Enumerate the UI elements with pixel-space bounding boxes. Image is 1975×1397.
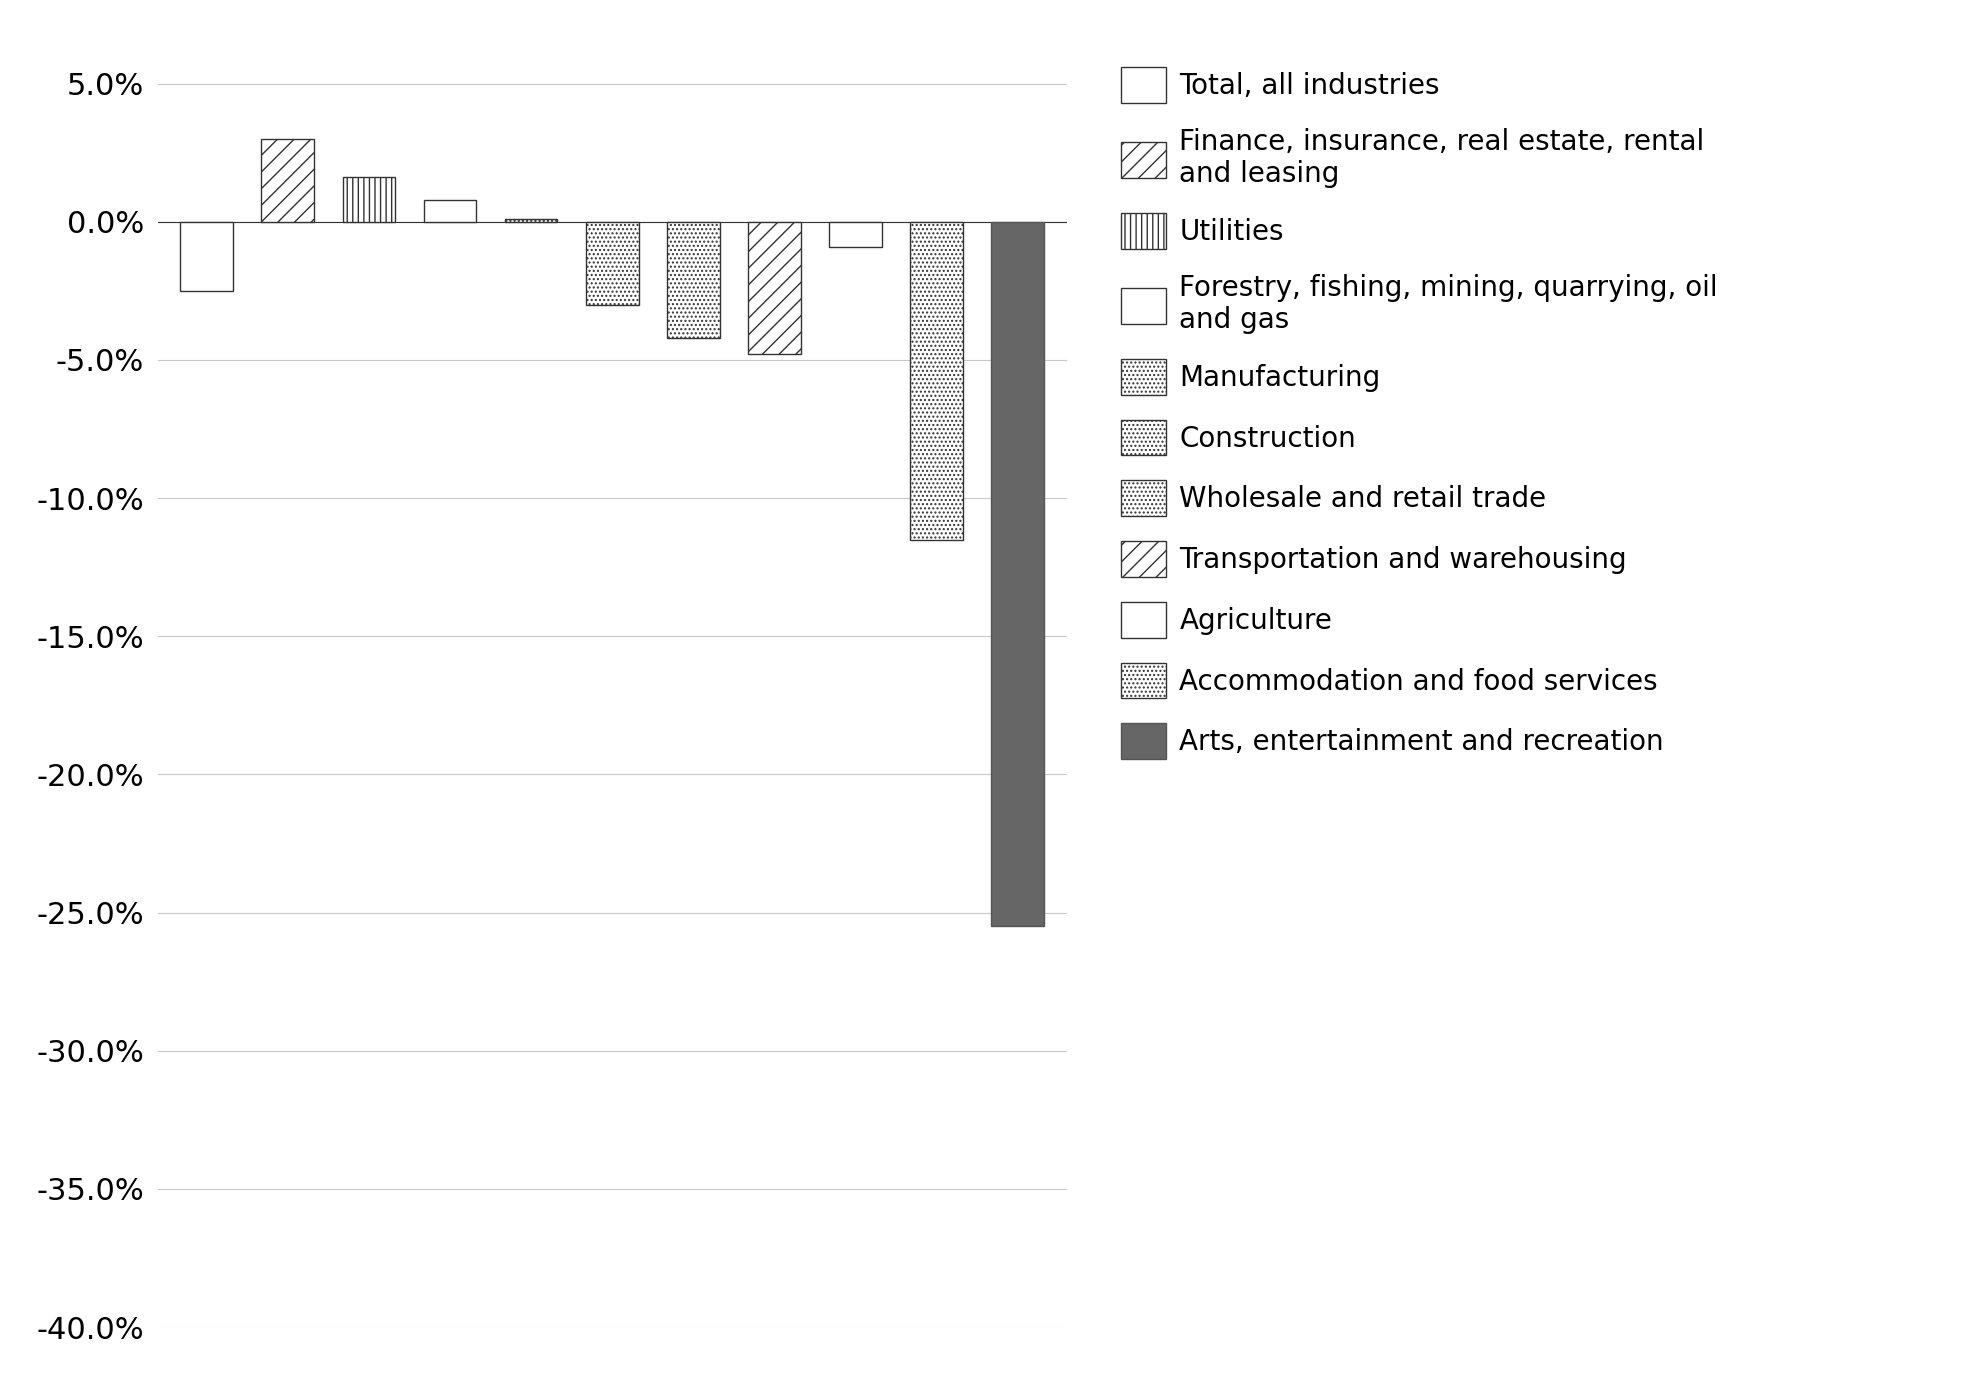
Bar [261,138,314,222]
Bar [991,222,1045,926]
Bar [749,222,800,355]
Bar [180,222,233,291]
Bar [342,177,395,222]
Bar [910,222,964,539]
Bar [506,219,557,222]
Bar [587,222,638,305]
Bar [425,200,476,222]
Bar [830,222,883,247]
Legend: Total, all industries, Finance, insurance, real estate, rental
and leasing, Util: Total, all industries, Finance, insuranc… [1110,56,1730,770]
Bar [668,222,719,338]
